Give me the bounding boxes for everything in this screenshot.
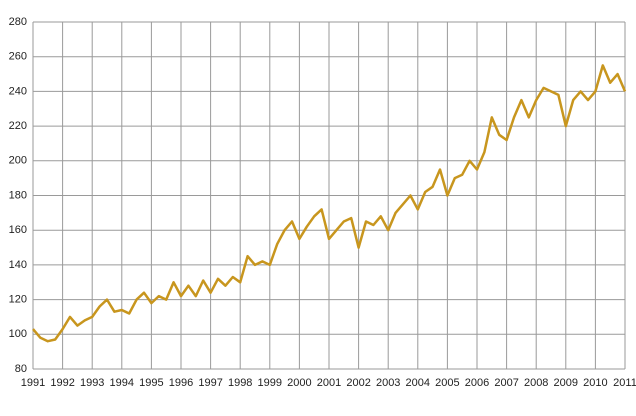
x-tick-label: 1993 — [80, 377, 104, 389]
y-tick-label: 160 — [9, 224, 27, 236]
y-tick-label: 100 — [9, 328, 27, 340]
x-tick-label: 2009 — [554, 377, 578, 389]
y-tick-label: 200 — [9, 155, 27, 167]
data-line — [32, 64, 627, 343]
x-tick-label: 2001 — [317, 377, 341, 389]
x-tick-label: 2008 — [524, 377, 548, 389]
x-tick-label: 1995 — [139, 377, 163, 389]
x-tick-label: 1996 — [169, 377, 193, 389]
x-tick-label: 1992 — [50, 377, 74, 389]
x-tick-label: 2000 — [287, 377, 311, 389]
x-tick-label: 1998 — [228, 377, 252, 389]
x-tick-label: 1991 — [21, 377, 45, 389]
x-tick-label: 2006 — [465, 377, 489, 389]
x-tick-label: 2005 — [435, 377, 459, 389]
y-tick-label: 260 — [9, 51, 27, 63]
x-tick-label: 2010 — [583, 377, 607, 389]
x-tick-label: 2007 — [494, 377, 518, 389]
y-tick-label: 180 — [9, 189, 27, 201]
x-tick-label: 1994 — [110, 377, 134, 389]
x-tick-label: 2011 — [613, 377, 636, 389]
x-tick-label: 2002 — [346, 377, 370, 389]
x-tick-label: 1997 — [198, 377, 222, 389]
x-tick-label: 2003 — [376, 377, 400, 389]
y-tick-label: 220 — [9, 120, 27, 132]
x-tick-label: 1999 — [258, 377, 282, 389]
y-tick-label: 240 — [9, 85, 27, 97]
y-tick-label: 120 — [9, 294, 27, 306]
y-tick-label: 280 — [9, 16, 27, 28]
y-tick-label: 140 — [9, 259, 27, 271]
x-tick-label: 2004 — [406, 377, 430, 389]
y-tick-label: 80 — [15, 363, 27, 375]
